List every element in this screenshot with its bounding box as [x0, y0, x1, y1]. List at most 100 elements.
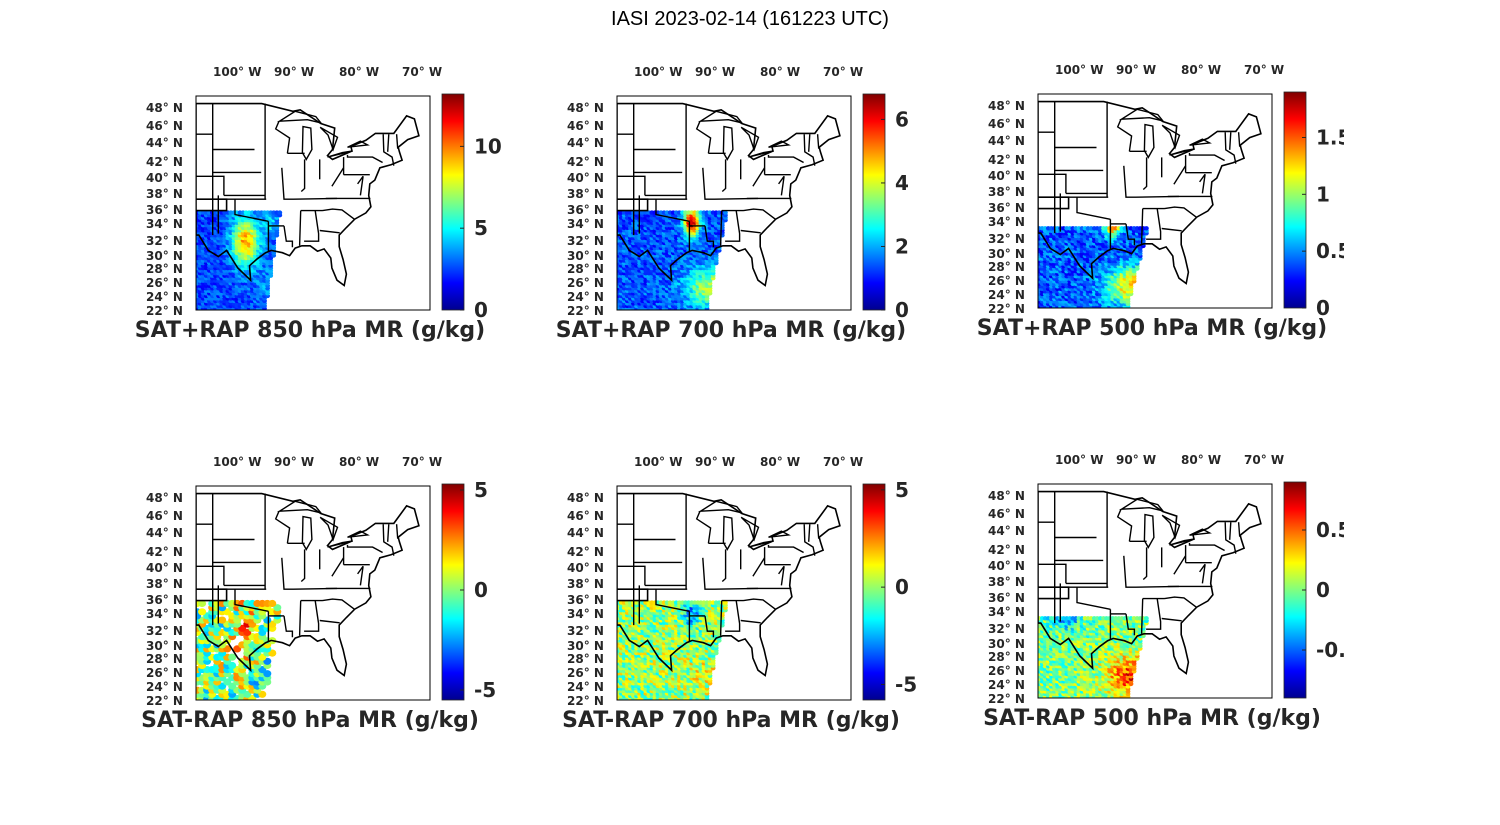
latitude-label: 40° N: [567, 171, 604, 185]
latitude-label: 22° N: [988, 302, 1025, 316]
colorbar-tick-label: 6: [895, 107, 909, 131]
latitude-label: 34° N: [988, 215, 1025, 229]
longitude-label: 70° W: [1244, 453, 1284, 467]
map-layer: [196, 102, 420, 310]
latitude-label: 44° N: [146, 526, 183, 540]
state-border: [196, 198, 228, 212]
map-layer: [1038, 100, 1262, 308]
state-border: [1199, 563, 1206, 584]
latitude-label: 48° N: [988, 99, 1025, 113]
state-border: [1199, 173, 1206, 194]
state-border: [1123, 555, 1136, 588]
state-border: [704, 225, 715, 248]
panel-title: SAT+RAP 500 hPa MR (g/kg): [976, 316, 1328, 341]
lake-outline: [748, 150, 774, 158]
state-border: [281, 167, 294, 200]
state-border: [234, 199, 269, 222]
latitude-label: 24° N: [567, 290, 604, 304]
coastline: [617, 492, 841, 677]
longitude-label: 70° W: [402, 455, 442, 469]
state-border: [719, 600, 723, 636]
latitude-label: 32° N: [567, 234, 604, 248]
latitude-label: 46° N: [146, 119, 183, 133]
state-border: [274, 120, 291, 154]
state-border: [346, 154, 383, 164]
latitude-label: 22° N: [567, 694, 604, 708]
coastline: [196, 102, 420, 287]
longitude-label: 90° W: [1116, 453, 1156, 467]
state-border: [752, 557, 766, 577]
state-border: [1076, 197, 1111, 220]
colorbar-tick-label: 5: [474, 216, 488, 240]
lake-outline: [301, 125, 313, 161]
latitude-label: 42° N: [146, 545, 183, 559]
state-border: [1146, 208, 1162, 240]
state-border: [300, 159, 306, 193]
state-border: [1237, 522, 1241, 537]
colorbar-tick-label: 1.5: [1316, 125, 1344, 149]
state-border: [283, 225, 294, 248]
latitude-label: 28° N: [146, 262, 183, 276]
state-border: [1116, 508, 1133, 542]
latitude-label: 42° N: [567, 545, 604, 559]
lake-outline: [740, 126, 760, 152]
longitude-label: 70° W: [1244, 63, 1284, 77]
latitude-label: 36° N: [988, 201, 1025, 215]
latitude-label: 38° N: [988, 185, 1025, 199]
state-border: [752, 167, 766, 187]
colorbar-tick-label: 1: [1316, 182, 1330, 206]
map-panel-sat-rap-diff-500: 100° W 90° W 80° W 70° W 48° N 46° N 44° N 42° …: [964, 448, 1344, 731]
state-border: [1146, 598, 1162, 630]
colorbar-tick-label: 0.5: [1316, 518, 1344, 542]
state-border: [304, 600, 320, 632]
longitude-label: 90° W: [274, 65, 314, 79]
state-border: [740, 619, 761, 624]
state-border: [803, 524, 816, 556]
latitude-label: 46° N: [567, 509, 604, 523]
state-border: [721, 549, 727, 583]
state-border: [1173, 165, 1187, 185]
latitude-label: 26° N: [567, 666, 604, 680]
latitude-label: 38° N: [567, 577, 604, 591]
lake-outline: [1189, 138, 1212, 146]
longitude-label: 100° W: [1055, 63, 1103, 77]
state-border: [1188, 152, 1225, 162]
latitude-label: 24° N: [988, 678, 1025, 692]
colorbar: [441, 483, 465, 701]
state-border: [655, 199, 690, 222]
state-border: [196, 175, 225, 196]
lake-outline: [768, 140, 791, 148]
state-border: [346, 544, 383, 554]
latitude-label: 34° N: [988, 605, 1025, 619]
state-border: [725, 210, 741, 242]
map-frame: [1037, 483, 1273, 699]
latitude-label: 26° N: [567, 276, 604, 290]
state-border: [331, 557, 345, 577]
colorbar-tick-label: 2: [895, 234, 909, 258]
state-border: [695, 120, 712, 154]
latitude-label: 38° N: [146, 577, 183, 591]
longitude-label: 70° W: [823, 455, 863, 469]
latitude-label: 24° N: [988, 288, 1025, 302]
state-border: [319, 229, 340, 234]
latitude-label: 28° N: [988, 650, 1025, 664]
map-frame: [195, 485, 431, 701]
longitude-label: 100° W: [213, 65, 261, 79]
latitude-label: 32° N: [567, 624, 604, 638]
state-border: [617, 175, 646, 196]
latitude-label: 48° N: [146, 101, 183, 115]
latitude-label: 36° N: [146, 593, 183, 607]
state-border: [778, 175, 785, 196]
latitude-label: 40° N: [146, 561, 183, 575]
latitude-label: 34° N: [567, 607, 604, 621]
colorbar: [441, 93, 465, 311]
state-border: [1125, 613, 1136, 636]
map-frame: [1037, 93, 1273, 309]
latitude-label: 24° N: [146, 680, 183, 694]
map-layer: [617, 492, 841, 700]
state-border: [1188, 542, 1225, 552]
state-border: [1038, 586, 1070, 600]
state-border: [743, 598, 776, 610]
latitude-label: 38° N: [567, 187, 604, 201]
colorbar-tick-label: 0: [474, 298, 488, 320]
